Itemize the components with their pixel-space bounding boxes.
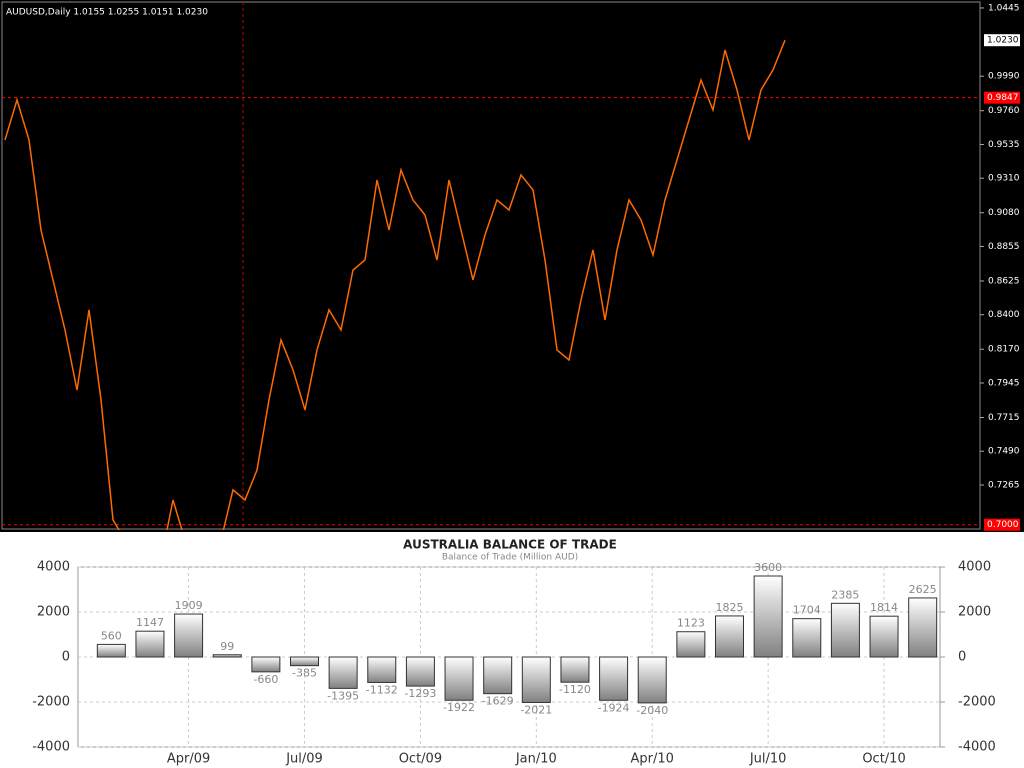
price-level-box bbox=[984, 91, 1020, 104]
y-tick-label: 0.7945 bbox=[988, 378, 1020, 388]
chart-subtitle: Balance of Trade (Million AUD) bbox=[442, 553, 578, 563]
value-label: -2040 bbox=[636, 704, 668, 717]
x-tick-label: Oct/10 bbox=[862, 752, 905, 767]
bar bbox=[599, 656, 629, 701]
x-tick-label: Jul/10 bbox=[749, 752, 787, 767]
price-panel bbox=[0, 0, 1024, 532]
bar bbox=[405, 656, 435, 687]
y-tick-label: 0.9760 bbox=[988, 106, 1020, 116]
y-tick-label: 0.7490 bbox=[988, 447, 1020, 457]
y-tick-label: -2000 bbox=[32, 695, 70, 710]
bar bbox=[174, 613, 204, 658]
value-label: -1120 bbox=[559, 683, 591, 696]
value-label: 3600 bbox=[754, 561, 782, 574]
bar bbox=[521, 656, 551, 703]
y-tick-label: 0.8170 bbox=[988, 345, 1020, 355]
y-tick-label: 0.9080 bbox=[988, 208, 1020, 218]
y-tick-label: 2000 bbox=[37, 605, 70, 620]
price-line bbox=[4, 39, 786, 530]
value-label: -2021 bbox=[520, 703, 552, 716]
y-tick-label: 0.8400 bbox=[988, 310, 1020, 320]
value-label: 1123 bbox=[677, 617, 705, 630]
bar bbox=[792, 618, 822, 658]
y-tick-label: 1.0445 bbox=[988, 3, 1020, 13]
value-label: -1629 bbox=[482, 695, 514, 708]
current-price-box bbox=[984, 34, 1020, 47]
bar bbox=[908, 597, 938, 658]
price-level-label: 0.9847 bbox=[987, 93, 1019, 103]
price-level-box bbox=[984, 518, 1020, 531]
y-tick-label: 0.8855 bbox=[988, 242, 1020, 252]
bar bbox=[367, 656, 397, 683]
bar bbox=[560, 656, 590, 683]
y-tick-label: 0.9990 bbox=[988, 72, 1020, 82]
y-tick-label: 0 bbox=[62, 650, 70, 665]
value-label: 1909 bbox=[175, 599, 203, 612]
chart-title: AUSTRALIA BALANCE OF TRADE bbox=[403, 538, 617, 552]
value-label: 1147 bbox=[136, 616, 164, 629]
y-tick-label: 0.8625 bbox=[988, 276, 1020, 286]
value-label: 2625 bbox=[909, 583, 937, 596]
value-label: -1924 bbox=[598, 701, 630, 714]
value-label: -660 bbox=[253, 673, 278, 686]
bar bbox=[637, 656, 667, 704]
x-tick-label: Jul/09 bbox=[285, 752, 323, 767]
bar bbox=[444, 656, 474, 701]
x-tick-label: Apr/09 bbox=[167, 752, 210, 767]
x-tick-label: Oct/09 bbox=[399, 752, 442, 767]
bar bbox=[483, 656, 513, 695]
bar bbox=[328, 656, 358, 689]
y2-tick-label: 4000 bbox=[958, 560, 991, 575]
value-label: 1825 bbox=[716, 601, 744, 614]
bar bbox=[135, 630, 165, 658]
value-label: 1814 bbox=[870, 601, 898, 614]
y-tick-label: 0.7715 bbox=[988, 413, 1020, 423]
y-tick-label: 0.7265 bbox=[988, 480, 1020, 490]
y2-tick-label: 0 bbox=[958, 650, 966, 665]
bar bbox=[676, 631, 706, 658]
value-label: 560 bbox=[101, 629, 122, 642]
y-tick-label: 0.9310 bbox=[988, 174, 1020, 184]
value-label: 1704 bbox=[793, 604, 821, 617]
bar bbox=[753, 575, 783, 658]
bar bbox=[869, 615, 899, 658]
value-label: -1132 bbox=[366, 683, 398, 696]
y2-tick-label: 2000 bbox=[958, 605, 991, 620]
price-title: AUDUSD,Daily 1.0155 1.0255 1.0151 1.0230 bbox=[6, 8, 208, 18]
bar bbox=[251, 656, 281, 673]
y2-tick-label: -2000 bbox=[958, 695, 996, 710]
x-tick-label: Jan/10 bbox=[515, 752, 557, 767]
x-tick-label: Apr/10 bbox=[631, 752, 674, 767]
value-label: -1922 bbox=[443, 701, 475, 714]
bar bbox=[830, 602, 860, 658]
y2-tick-label: -4000 bbox=[958, 740, 996, 755]
value-label: 99 bbox=[220, 640, 234, 653]
price-level-label: 0.7000 bbox=[987, 520, 1019, 530]
value-label: -1395 bbox=[327, 689, 359, 702]
value-label: -385 bbox=[292, 667, 317, 680]
y-tick-label: 0.9535 bbox=[988, 140, 1020, 150]
price-frame bbox=[1, 1, 981, 530]
bar bbox=[290, 656, 319, 667]
bar bbox=[212, 654, 242, 658]
current-price-label: 1.0230 bbox=[987, 36, 1019, 46]
bar bbox=[96, 643, 126, 658]
y-tick-label: 4000 bbox=[37, 560, 70, 575]
value-label: -1293 bbox=[404, 687, 436, 700]
y-tick-label: -4000 bbox=[32, 740, 70, 755]
bar bbox=[715, 615, 744, 658]
value-label: 2385 bbox=[831, 588, 859, 601]
